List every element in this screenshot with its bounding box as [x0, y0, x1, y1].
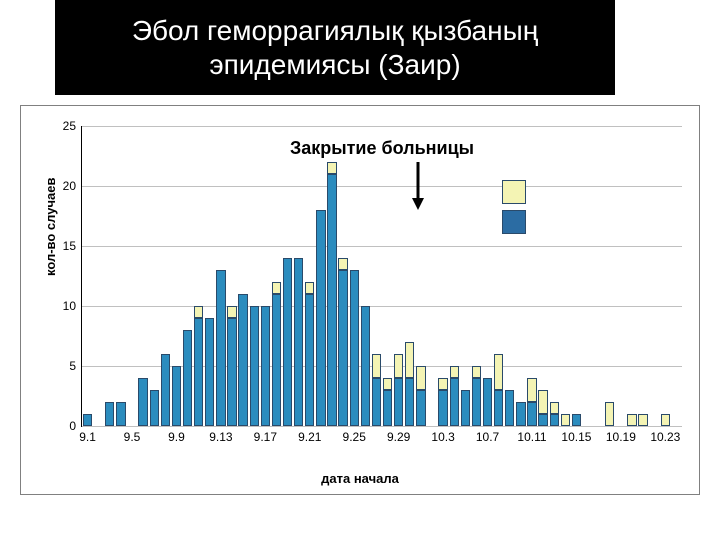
- bar-segment-primary: [261, 306, 270, 426]
- bar-segment-primary: [472, 378, 481, 426]
- bar-segment-primary: [461, 390, 470, 426]
- bar-segment-primary: [150, 390, 159, 426]
- bar-segment-secondary: [450, 366, 459, 378]
- bar-segment-secondary: [416, 366, 425, 390]
- bar-segment-secondary: [227, 306, 236, 318]
- y-tick-label: 10: [63, 299, 82, 313]
- bar-segment-primary: [450, 378, 459, 426]
- bar-segment-primary: [527, 402, 536, 426]
- bar-segment-primary: [283, 258, 292, 426]
- bar-segment-primary: [194, 318, 203, 426]
- bar-segment-secondary: [494, 354, 503, 390]
- bar-segment-primary: [216, 270, 225, 426]
- bar-segment-primary: [205, 318, 214, 426]
- bar-segment-primary: [138, 378, 147, 426]
- title-banner: Эбол геморрагиялық қызбаның эпидемиясы (…: [55, 0, 615, 95]
- bar-segment-secondary: [405, 342, 414, 378]
- bar-segment-primary: [438, 390, 447, 426]
- x-tick-label: 9.21: [298, 426, 321, 444]
- x-tick-label: 9.29: [387, 426, 410, 444]
- bar-segment-primary: [572, 414, 581, 426]
- y-tick-label: 25: [63, 119, 82, 133]
- bar-segment-primary: [83, 414, 92, 426]
- bar-segment-primary: [172, 366, 181, 426]
- bar-segment-primary: [238, 294, 247, 426]
- bar-segment-secondary: [661, 414, 670, 426]
- bar-segment-primary: [294, 258, 303, 426]
- bar-segment-secondary: [194, 306, 203, 318]
- bar-segment-secondary: [394, 354, 403, 378]
- chart-panel: кол-во случаев Закрытие больницы 0510152…: [20, 105, 700, 495]
- bar-segment-primary: [272, 294, 281, 426]
- bar-segment-primary: [105, 402, 114, 426]
- x-tick-label: 9.13: [209, 426, 232, 444]
- bar-segment-primary: [305, 294, 314, 426]
- bar-segment-secondary: [472, 366, 481, 378]
- bar-segment-secondary: [438, 378, 447, 390]
- bars-layer: [82, 126, 682, 426]
- plot-area: Закрытие больницы 05101520259.19.59.99.1…: [81, 126, 682, 427]
- y-axis-label: кол-во случаев: [43, 178, 58, 276]
- bar-segment-primary: [383, 390, 392, 426]
- bar-segment-primary: [316, 210, 325, 426]
- x-tick-label: 9.25: [343, 426, 366, 444]
- bar-segment-primary: [416, 390, 425, 426]
- x-tick-label: 10.19: [606, 426, 636, 444]
- bar-segment-primary: [116, 402, 125, 426]
- bar-segment-primary: [405, 378, 414, 426]
- bar-segment-primary: [538, 414, 547, 426]
- legend-swatch: [502, 210, 526, 234]
- x-tick-label: 10.3: [431, 426, 454, 444]
- bar-segment-secondary: [538, 390, 547, 414]
- bar-segment-primary: [372, 378, 381, 426]
- x-tick-label: 9.17: [254, 426, 277, 444]
- bar-segment-primary: [394, 378, 403, 426]
- y-tick-label: 20: [63, 179, 82, 193]
- bar-segment-primary: [327, 174, 336, 426]
- x-axis-label: дата начала: [21, 471, 699, 486]
- y-tick-label: 15: [63, 239, 82, 253]
- bar-segment-secondary: [527, 378, 536, 402]
- x-tick-label: 9.1: [79, 426, 96, 444]
- bar-segment-primary: [550, 414, 559, 426]
- bar-segment-secondary: [383, 378, 392, 390]
- bar-segment-secondary: [272, 282, 281, 294]
- x-tick-label: 10.7: [476, 426, 499, 444]
- bar-segment-primary: [350, 270, 359, 426]
- y-tick-label: 5: [69, 359, 82, 373]
- legend-swatch: [502, 180, 526, 204]
- bar-segment-secondary: [372, 354, 381, 378]
- bar-segment-primary: [505, 390, 514, 426]
- page-title: Эбол геморрагиялық қызбаның эпидемиясы (…: [65, 14, 605, 81]
- bar-segment-primary: [183, 330, 192, 426]
- gridline: [82, 426, 682, 427]
- bar-segment-primary: [483, 378, 492, 426]
- x-tick-label: 9.9: [168, 426, 185, 444]
- bar-segment-primary: [516, 402, 525, 426]
- bar-segment-primary: [161, 354, 170, 426]
- bar-segment-primary: [494, 390, 503, 426]
- annotation-text: Закрытие больницы: [290, 138, 474, 159]
- x-tick-label: 10.11: [517, 426, 546, 444]
- bar-segment-secondary: [638, 414, 647, 426]
- bar-segment-secondary: [605, 402, 614, 426]
- x-tick-label: 10.23: [650, 426, 680, 444]
- bar-segment-secondary: [550, 402, 559, 414]
- bar-segment-primary: [361, 306, 370, 426]
- bar-segment-secondary: [305, 282, 314, 294]
- bar-segment-secondary: [338, 258, 347, 270]
- annotation-arrow: [408, 162, 428, 217]
- bar-segment-primary: [250, 306, 259, 426]
- bar-segment-primary: [227, 318, 236, 426]
- x-tick-label: 10.15: [561, 426, 591, 444]
- bar-segment-secondary: [627, 414, 636, 426]
- x-tick-label: 9.5: [124, 426, 141, 444]
- legend: [502, 180, 526, 240]
- bar-segment-secondary: [561, 414, 570, 426]
- bar-segment-primary: [338, 270, 347, 426]
- bar-segment-secondary: [327, 162, 336, 174]
